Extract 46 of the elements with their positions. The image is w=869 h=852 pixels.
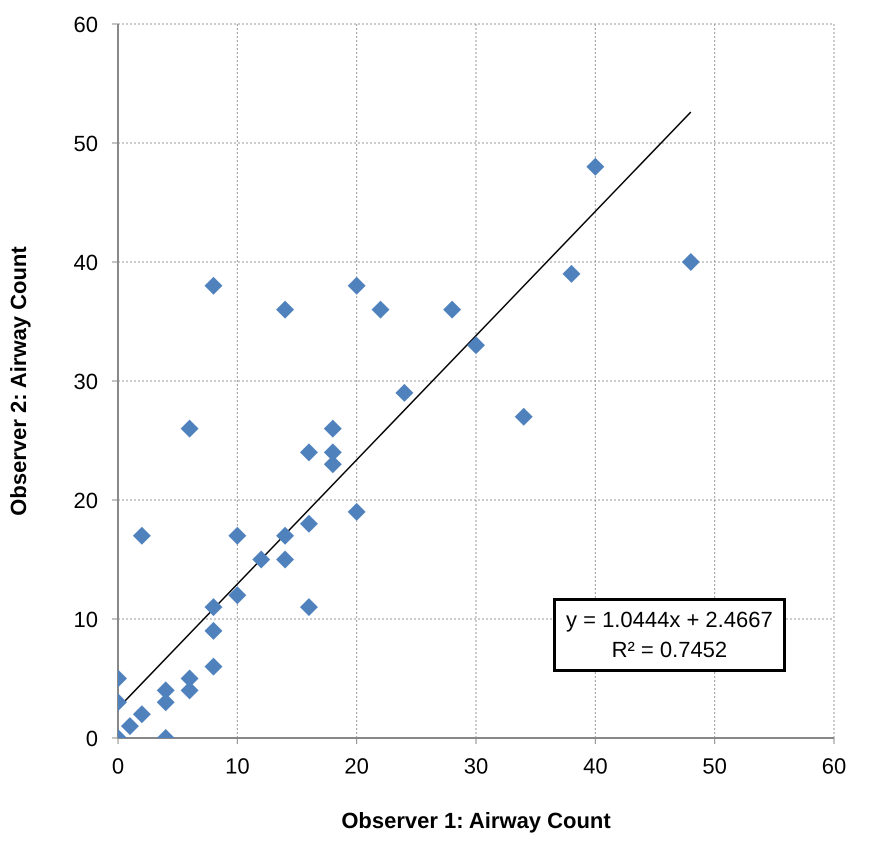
point <box>443 300 462 319</box>
y-tick-label: 10 <box>74 606 98 632</box>
point <box>682 253 700 271</box>
y-tick-label: 20 <box>74 488 98 513</box>
x-tick-label: 60 <box>822 754 846 779</box>
point <box>228 526 246 545</box>
point <box>300 598 318 616</box>
x-tick-label: 40 <box>583 754 608 779</box>
point <box>300 443 318 462</box>
point <box>132 526 151 545</box>
y-tick-label: 0 <box>86 726 98 751</box>
point <box>348 276 366 295</box>
point <box>132 705 151 724</box>
point <box>204 598 222 616</box>
y-tick-label: 30 <box>74 368 98 394</box>
point <box>514 408 533 426</box>
point <box>204 658 222 676</box>
point <box>204 622 222 640</box>
y-tick-label: 50 <box>74 130 98 156</box>
annotation: y = 1.0444x + 2.4667 <box>566 606 773 634</box>
x-tick-label: 20 <box>344 754 369 779</box>
point <box>395 384 414 402</box>
point <box>120 717 139 736</box>
point <box>276 550 294 568</box>
point <box>562 264 580 283</box>
point <box>324 420 342 438</box>
x-tick-label: 30 <box>464 754 488 779</box>
y-tick-label: 60 <box>74 12 98 37</box>
point <box>372 300 390 319</box>
x-tick-label: 0 <box>112 754 124 779</box>
point <box>467 336 485 354</box>
point <box>300 514 318 533</box>
point <box>228 586 246 604</box>
x-tick-label: 10 <box>225 754 250 779</box>
annotation: R² = 0.7452 <box>610 636 728 664</box>
point <box>252 550 270 568</box>
y-axis-title: Observer 2: Airway Count <box>6 246 31 516</box>
point <box>586 158 604 176</box>
point <box>204 276 222 295</box>
y-tick-label: 40 <box>74 250 98 275</box>
x-axis-title: Observer 1: Airway Count <box>341 808 612 833</box>
point <box>348 502 366 521</box>
point <box>276 300 294 319</box>
x-tick-label: 50 <box>702 754 727 779</box>
point <box>180 420 199 438</box>
point <box>276 526 294 545</box>
